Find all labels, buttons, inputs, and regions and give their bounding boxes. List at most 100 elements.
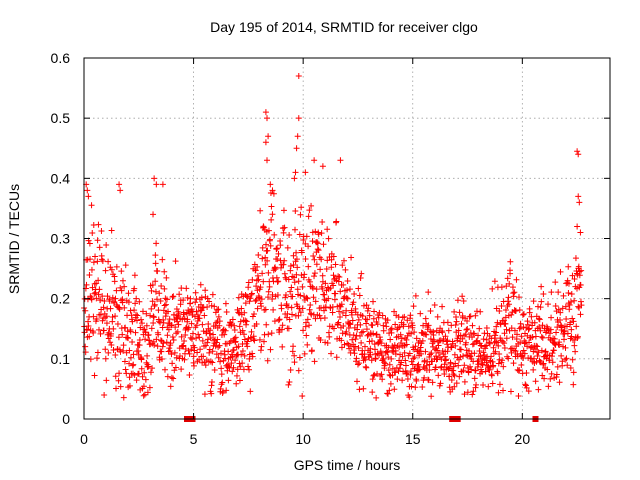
data-point-586 bbox=[243, 321, 250, 328]
data-point-553 bbox=[233, 372, 240, 379]
data-point-366 bbox=[182, 331, 189, 338]
data-point-1812 bbox=[262, 139, 269, 146]
data-point-1717 bbox=[555, 306, 562, 313]
data-point-1704 bbox=[552, 279, 559, 286]
data-point-1607 bbox=[525, 326, 532, 333]
data-point-1146 bbox=[397, 339, 404, 346]
data-point-427 bbox=[199, 359, 206, 366]
data-point-246 bbox=[149, 365, 156, 372]
data-point-1048 bbox=[370, 315, 377, 322]
data-point-801 bbox=[302, 256, 309, 263]
data-point-1189 bbox=[409, 361, 416, 368]
data-point-1492 bbox=[493, 305, 500, 312]
data-point-702 bbox=[275, 278, 282, 285]
data-point-463 bbox=[208, 379, 215, 386]
data-point-1003 bbox=[358, 270, 365, 277]
data-point-1307 bbox=[442, 333, 449, 340]
data-point-862 bbox=[319, 285, 326, 292]
data-point-608 bbox=[249, 350, 256, 357]
data-point-357 bbox=[179, 343, 186, 350]
data-point-1511 bbox=[498, 284, 505, 291]
data-point-74 bbox=[101, 298, 108, 305]
data-point-690 bbox=[271, 318, 278, 325]
data-point-1731 bbox=[559, 305, 566, 312]
data-point-1528 bbox=[503, 326, 510, 333]
data-point-1000 bbox=[357, 274, 364, 281]
data-point-1537 bbox=[505, 301, 512, 308]
data-point-418 bbox=[196, 315, 203, 322]
data-point-624 bbox=[253, 321, 260, 328]
data-point-546 bbox=[232, 357, 239, 364]
data-point-940 bbox=[340, 257, 347, 264]
data-point-233 bbox=[145, 363, 152, 370]
data-point-1551 bbox=[509, 284, 516, 291]
data-point-1188 bbox=[409, 322, 416, 329]
data-point-487 bbox=[215, 354, 222, 361]
data-point-131 bbox=[117, 284, 124, 291]
data-point-1357 bbox=[456, 373, 463, 380]
data-point-1254 bbox=[427, 335, 434, 342]
data-point-1564 bbox=[513, 276, 520, 283]
data-point-838 bbox=[312, 298, 319, 305]
data-point-881 bbox=[324, 340, 331, 347]
data-point-1743 bbox=[563, 315, 570, 322]
data-point-1722 bbox=[557, 309, 564, 316]
data-point-300 bbox=[163, 296, 170, 303]
data-point-1280 bbox=[434, 338, 441, 345]
data-point-1223 bbox=[419, 384, 426, 391]
data-point-1648 bbox=[536, 316, 543, 323]
data-point-524 bbox=[225, 363, 232, 370]
data-point-1810 bbox=[264, 115, 271, 122]
data-point-117 bbox=[113, 287, 120, 294]
data-point-1817 bbox=[295, 115, 302, 122]
data-point-1147 bbox=[398, 359, 405, 366]
data-point-402 bbox=[192, 299, 199, 306]
data-point-657 bbox=[262, 306, 269, 313]
data-point-390 bbox=[188, 306, 195, 313]
data-point-910 bbox=[332, 261, 339, 268]
data-point-1235 bbox=[422, 348, 429, 355]
data-point-388 bbox=[188, 346, 195, 353]
data-point-409 bbox=[194, 349, 201, 356]
data-point-1793 bbox=[576, 272, 583, 279]
data-point-208 bbox=[138, 356, 145, 363]
data-point-1355 bbox=[455, 327, 462, 334]
data-point-1041 bbox=[368, 337, 375, 344]
data-point-1562 bbox=[512, 307, 519, 314]
data-point-1801 bbox=[84, 187, 91, 194]
data-point-1361 bbox=[457, 354, 464, 361]
data-point-321 bbox=[169, 334, 176, 341]
data-point-1763 bbox=[568, 333, 575, 340]
data-point-218 bbox=[141, 369, 148, 376]
data-point-175 bbox=[129, 318, 136, 325]
data-point-38 bbox=[91, 372, 98, 379]
data-point-615 bbox=[251, 311, 258, 318]
data-point-1728 bbox=[558, 324, 565, 331]
data-point-1318 bbox=[445, 365, 452, 372]
data-point-775 bbox=[295, 312, 302, 319]
data-point-739 bbox=[285, 381, 292, 388]
data-point-1430 bbox=[476, 347, 483, 354]
data-point-1640 bbox=[534, 352, 541, 359]
data-point-1642 bbox=[534, 303, 541, 310]
data-point-1489 bbox=[492, 338, 499, 345]
data-point-1099 bbox=[385, 390, 392, 397]
data-point-723 bbox=[280, 207, 287, 214]
data-point-762 bbox=[291, 279, 298, 286]
data-point-188 bbox=[132, 311, 139, 318]
data-point-995 bbox=[356, 360, 363, 367]
data-point-1480 bbox=[490, 362, 497, 369]
data-point-1501 bbox=[496, 350, 503, 357]
data-point-19 bbox=[86, 333, 93, 340]
data-point-382 bbox=[186, 350, 193, 357]
data-point-462 bbox=[208, 302, 215, 309]
data-point-721 bbox=[280, 261, 287, 268]
data-point-1691 bbox=[548, 370, 555, 377]
data-point-482 bbox=[214, 336, 221, 343]
data-point-163 bbox=[126, 360, 133, 367]
data-point-796 bbox=[301, 293, 308, 300]
data-point-93 bbox=[106, 298, 113, 305]
data-point-72 bbox=[100, 327, 107, 334]
data-point-103 bbox=[109, 313, 116, 320]
data-point-1247 bbox=[425, 377, 432, 384]
